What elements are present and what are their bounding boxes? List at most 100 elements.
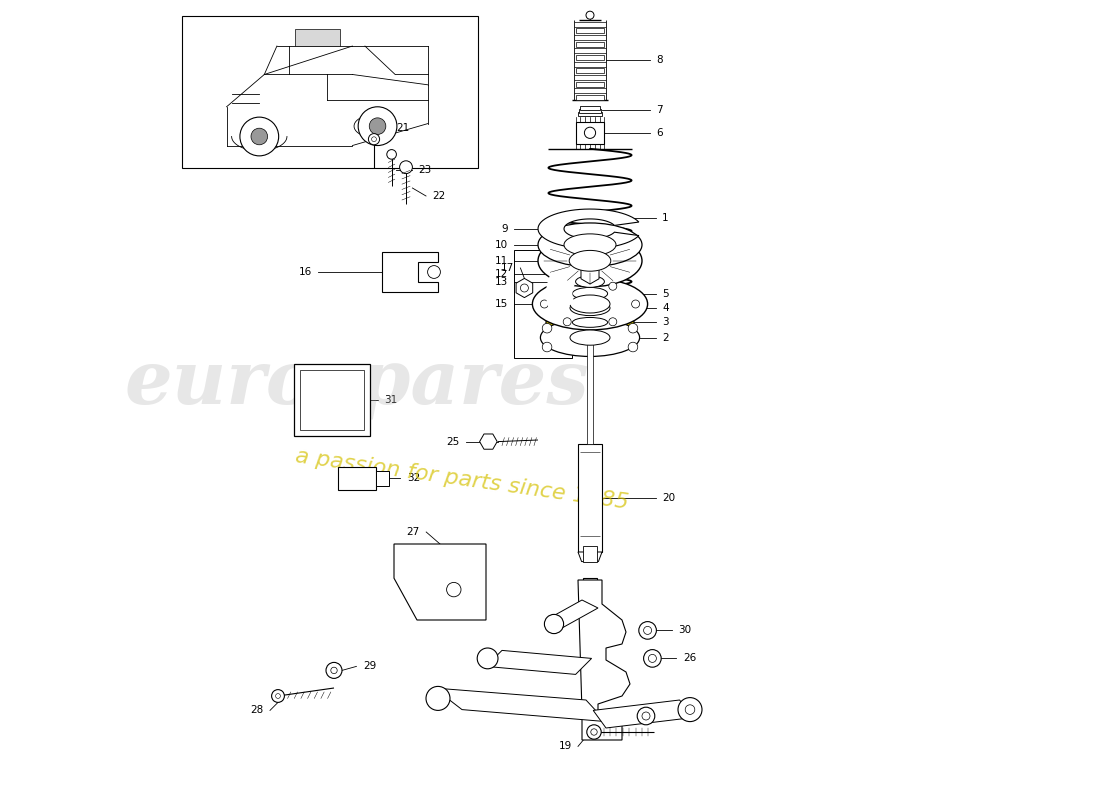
Circle shape xyxy=(331,667,338,674)
Bar xyxy=(583,546,596,562)
Text: 19: 19 xyxy=(559,742,572,751)
Bar xyxy=(182,16,478,168)
Bar xyxy=(376,471,389,486)
Text: a passion for parts since 1985: a passion for parts since 1985 xyxy=(294,446,630,514)
Polygon shape xyxy=(578,552,602,562)
Bar xyxy=(575,122,604,144)
Wedge shape xyxy=(546,272,575,315)
Bar xyxy=(574,88,606,94)
Polygon shape xyxy=(382,252,438,292)
Bar xyxy=(576,82,604,86)
Bar xyxy=(574,62,606,66)
Circle shape xyxy=(477,648,498,669)
Text: 8: 8 xyxy=(657,55,663,65)
Circle shape xyxy=(426,686,450,710)
Text: 21: 21 xyxy=(396,123,409,133)
Polygon shape xyxy=(593,700,692,728)
Bar xyxy=(576,42,604,46)
Text: 7: 7 xyxy=(657,106,663,115)
Ellipse shape xyxy=(575,276,604,287)
Circle shape xyxy=(639,622,657,639)
Ellipse shape xyxy=(564,234,616,256)
Text: 25: 25 xyxy=(447,437,460,446)
Ellipse shape xyxy=(572,287,607,300)
Circle shape xyxy=(628,323,638,333)
Ellipse shape xyxy=(538,235,642,286)
Polygon shape xyxy=(546,600,598,628)
Bar xyxy=(574,35,606,40)
Text: 23: 23 xyxy=(418,166,431,175)
Text: 17: 17 xyxy=(500,263,514,273)
Ellipse shape xyxy=(546,310,634,334)
Circle shape xyxy=(540,300,549,308)
Circle shape xyxy=(428,266,440,278)
Circle shape xyxy=(591,729,597,735)
Text: 26: 26 xyxy=(683,654,696,663)
Circle shape xyxy=(628,342,638,352)
Polygon shape xyxy=(394,544,486,620)
Bar xyxy=(576,68,604,74)
Ellipse shape xyxy=(570,300,611,315)
Text: 15: 15 xyxy=(494,299,507,309)
Bar xyxy=(583,578,597,584)
Ellipse shape xyxy=(532,278,648,330)
Text: 32: 32 xyxy=(407,474,420,483)
Circle shape xyxy=(447,582,461,597)
Text: 31: 31 xyxy=(384,395,398,405)
Circle shape xyxy=(631,300,639,308)
Bar xyxy=(294,364,370,436)
Circle shape xyxy=(251,128,267,145)
Circle shape xyxy=(544,614,563,634)
Text: 1: 1 xyxy=(662,214,669,223)
Text: 18: 18 xyxy=(676,711,690,721)
Text: eurospares: eurospares xyxy=(124,348,588,420)
Bar xyxy=(578,112,602,116)
Polygon shape xyxy=(538,209,639,249)
Polygon shape xyxy=(578,580,630,740)
Circle shape xyxy=(542,342,552,352)
Text: 11: 11 xyxy=(494,256,507,266)
Polygon shape xyxy=(486,650,592,674)
Circle shape xyxy=(372,137,376,142)
Circle shape xyxy=(648,654,657,662)
Text: 13: 13 xyxy=(494,277,507,286)
Bar xyxy=(576,95,604,100)
Circle shape xyxy=(644,650,661,667)
Circle shape xyxy=(678,698,702,722)
Circle shape xyxy=(370,118,386,134)
Polygon shape xyxy=(295,30,340,46)
Circle shape xyxy=(326,662,342,678)
Text: 9: 9 xyxy=(500,224,507,234)
Circle shape xyxy=(685,705,695,714)
Bar xyxy=(574,75,606,80)
Bar xyxy=(514,250,572,358)
Text: 27: 27 xyxy=(407,527,420,537)
Ellipse shape xyxy=(569,250,611,271)
Bar xyxy=(587,342,593,444)
Circle shape xyxy=(563,282,571,290)
Text: 10: 10 xyxy=(495,240,507,250)
Circle shape xyxy=(387,150,396,159)
Circle shape xyxy=(542,323,552,333)
Ellipse shape xyxy=(546,291,635,325)
Text: 12: 12 xyxy=(494,269,507,278)
Text: 28: 28 xyxy=(251,706,264,715)
Text: 3: 3 xyxy=(662,318,669,327)
Text: 30: 30 xyxy=(678,626,691,635)
Text: 20: 20 xyxy=(662,493,675,503)
Circle shape xyxy=(642,712,650,720)
Ellipse shape xyxy=(546,278,634,309)
Circle shape xyxy=(586,725,602,739)
Bar xyxy=(576,28,604,34)
Circle shape xyxy=(637,707,654,725)
Circle shape xyxy=(584,127,595,138)
Ellipse shape xyxy=(540,318,639,357)
Ellipse shape xyxy=(570,295,611,313)
Bar xyxy=(578,444,602,552)
Circle shape xyxy=(399,161,412,174)
Bar xyxy=(299,370,364,430)
Circle shape xyxy=(563,318,571,326)
Ellipse shape xyxy=(572,318,607,327)
Circle shape xyxy=(272,690,285,702)
Bar xyxy=(574,48,606,54)
